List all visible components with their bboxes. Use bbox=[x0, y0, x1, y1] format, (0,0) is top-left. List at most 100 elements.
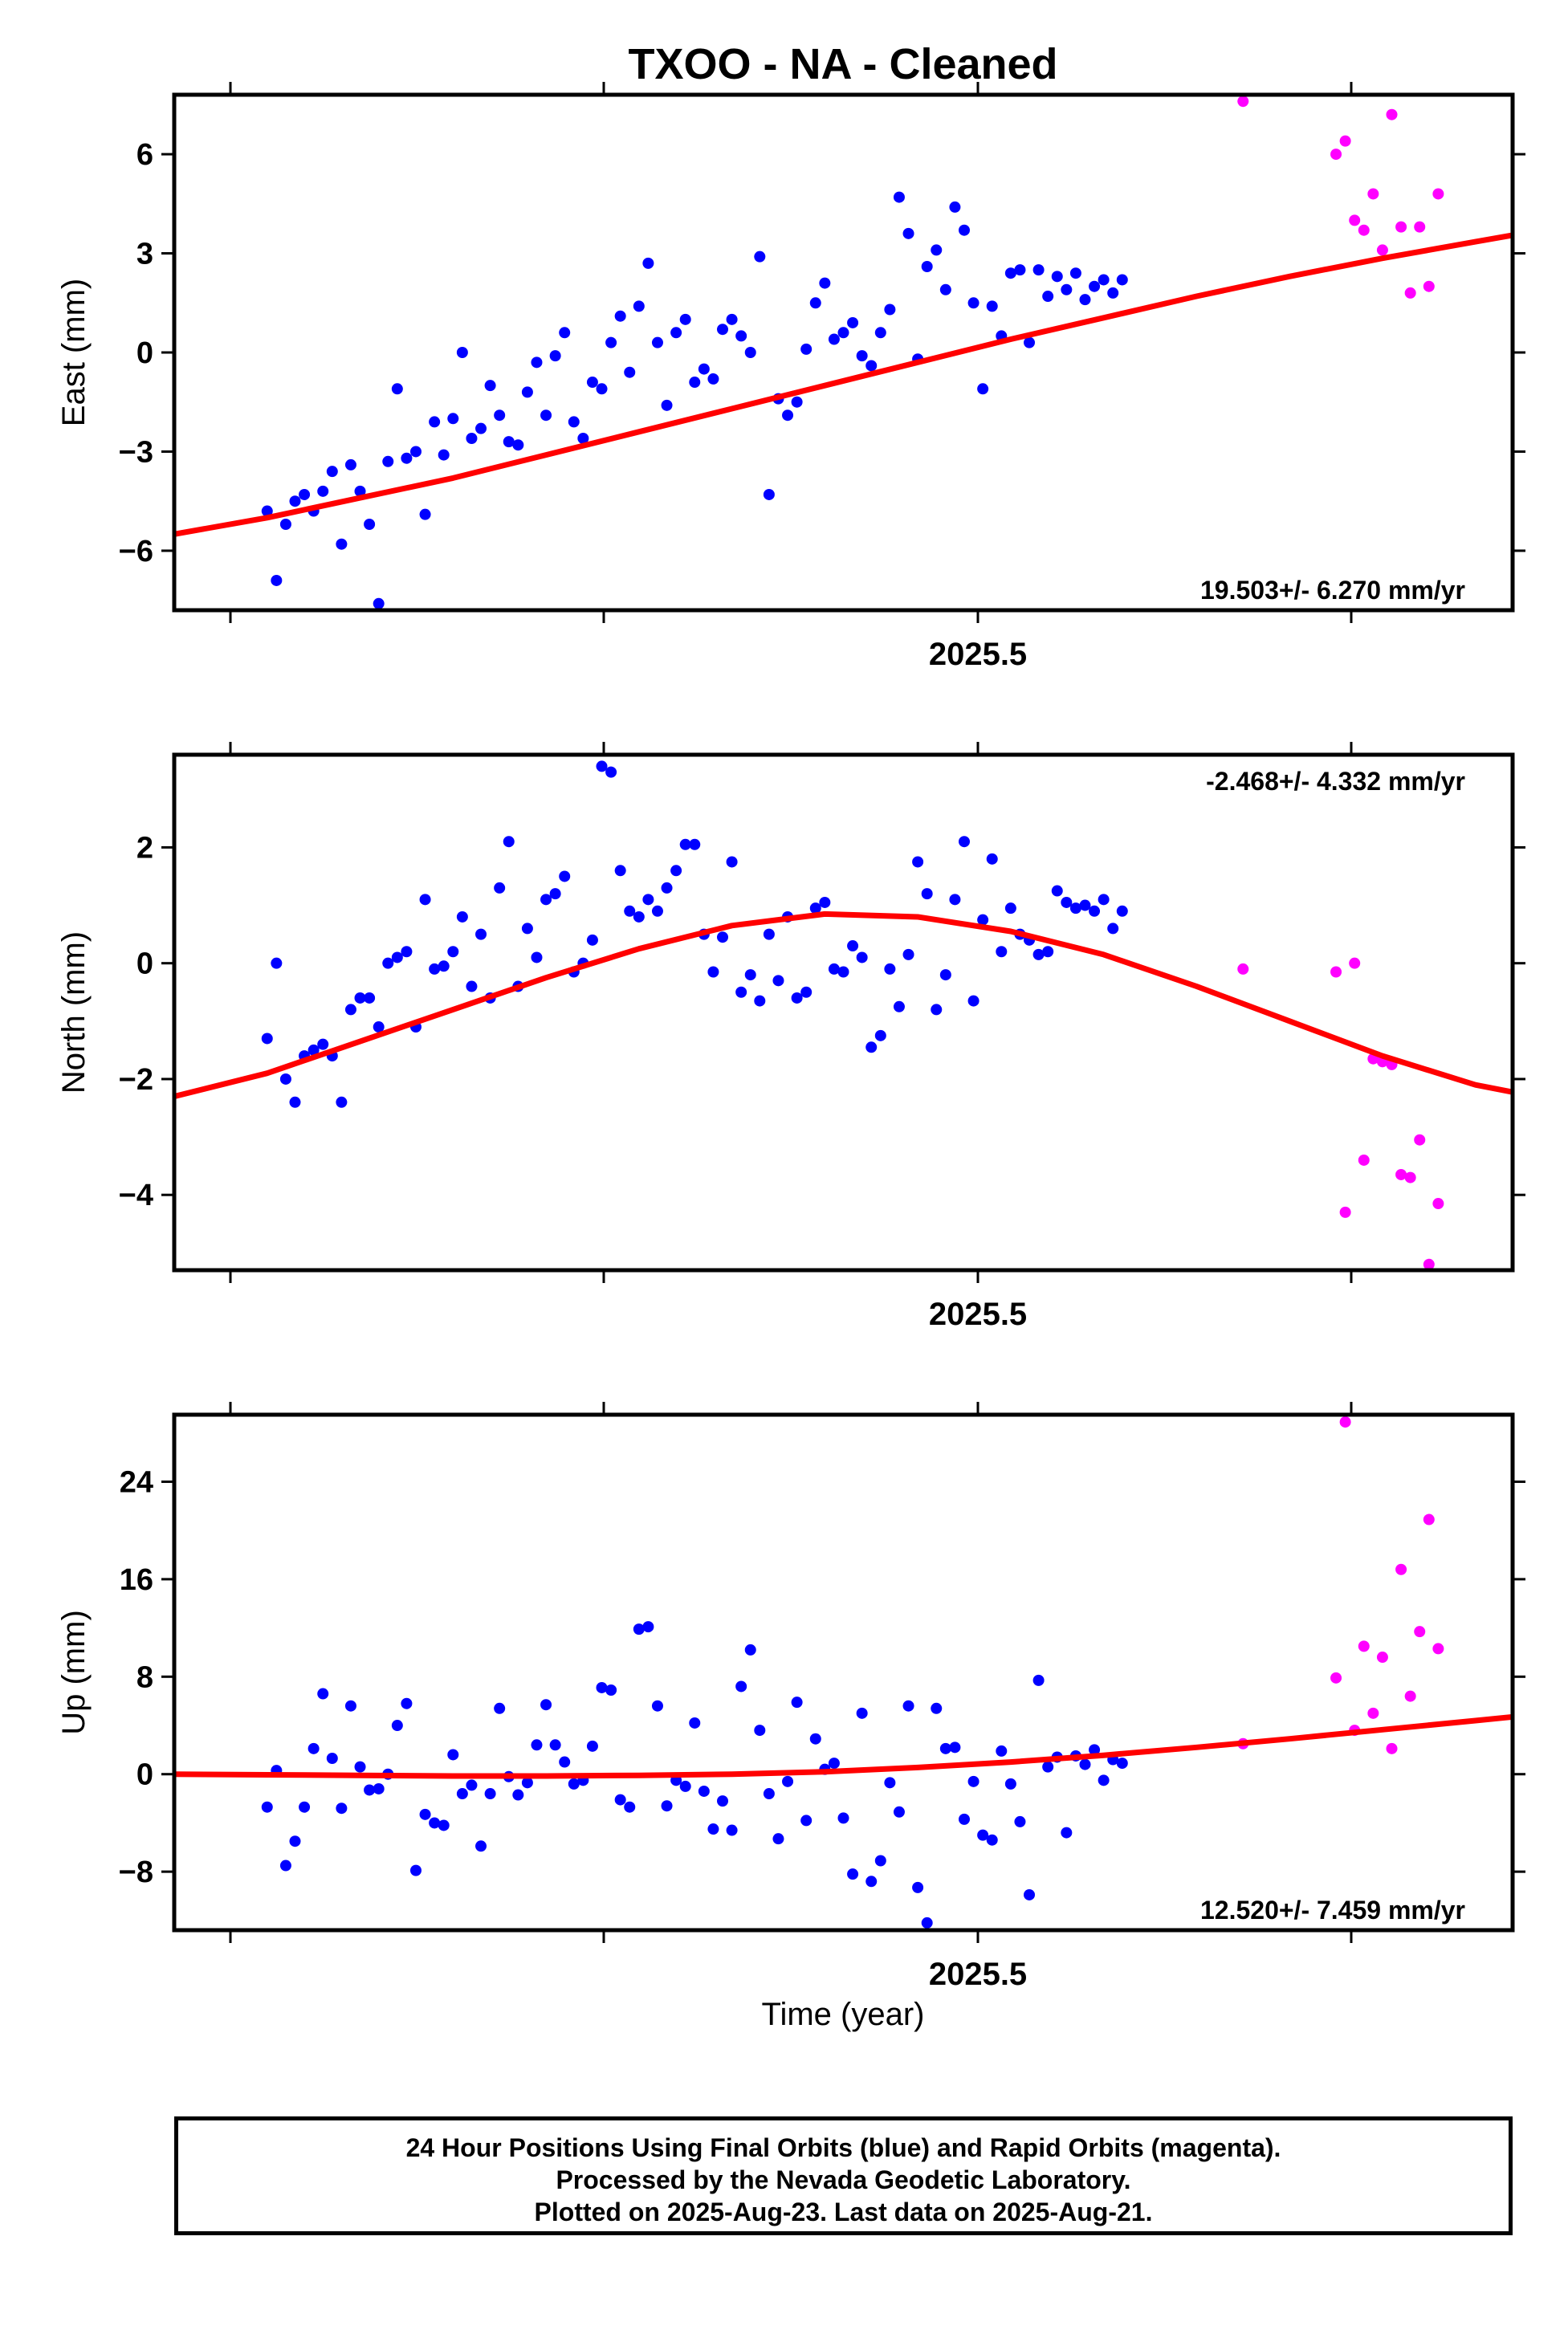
north-final-point bbox=[344, 1004, 356, 1016]
east-final-point bbox=[670, 327, 682, 339]
east-rapid-point bbox=[1404, 287, 1416, 299]
north-rapid-point bbox=[1423, 1258, 1435, 1270]
east-rapid-point bbox=[1423, 280, 1435, 292]
north-final-point bbox=[1069, 902, 1081, 914]
east-final-point bbox=[419, 508, 431, 520]
north-final-point bbox=[642, 894, 654, 906]
north-final-point bbox=[661, 882, 673, 894]
up-fit-line bbox=[174, 1713, 1513, 1779]
north-final-point bbox=[596, 760, 608, 772]
up-final-point bbox=[931, 1702, 943, 1714]
north-final-point bbox=[772, 975, 784, 987]
east-panel: −6 −3 0 3 6 2025.5 East (mm) 19.503+/- 6.270 mm… bbox=[56, 82, 1525, 672]
north-rate-label: -2.468+/- 4.332 mm/yr bbox=[1206, 767, 1465, 796]
up-final-point bbox=[586, 1740, 598, 1752]
up-final-point bbox=[679, 1780, 691, 1792]
east-final-point bbox=[484, 380, 496, 392]
up-final-point bbox=[1098, 1774, 1110, 1786]
plot-title: TXOO - NA - Cleaned bbox=[628, 40, 1057, 88]
up-final-point bbox=[466, 1779, 478, 1791]
east-final-point bbox=[865, 360, 878, 372]
up-final-point bbox=[521, 1777, 533, 1789]
north-final-point bbox=[856, 951, 868, 963]
east-final-point bbox=[874, 327, 886, 339]
up-final-point bbox=[828, 1758, 840, 1770]
up-final-point bbox=[1032, 1674, 1045, 1686]
east-rapid-point bbox=[1386, 108, 1398, 120]
north-final-point bbox=[94, 1120, 105, 1131]
footer-line-plotted: Plotted on 2025-Aug-23. Last data on 202… bbox=[534, 2198, 1153, 2226]
east-final-point bbox=[893, 191, 905, 203]
north-final-point bbox=[679, 838, 691, 850]
east-final-point bbox=[299, 488, 311, 500]
north-final-point bbox=[586, 934, 598, 946]
north-final-point bbox=[279, 1073, 291, 1085]
up-rapid-point bbox=[1432, 1643, 1444, 1655]
north-final-point bbox=[382, 957, 394, 969]
up-final-point bbox=[642, 1621, 654, 1633]
east-final-point bbox=[344, 458, 356, 470]
east-final-point bbox=[1079, 294, 1091, 306]
up-ytick-label: 0 bbox=[136, 1758, 153, 1792]
east-final-point bbox=[689, 377, 701, 389]
east-final-point bbox=[977, 383, 989, 395]
up-xtick-label: 2025.5 bbox=[929, 1957, 1027, 1992]
east-final-point bbox=[401, 452, 413, 464]
east-final-point bbox=[512, 439, 524, 451]
north-ytick-label: −4 bbox=[119, 1179, 153, 1212]
east-rapid-point bbox=[1432, 188, 1444, 200]
east-final-point bbox=[317, 485, 329, 497]
east-final-point bbox=[429, 416, 441, 428]
north-final-point bbox=[624, 905, 636, 917]
up-final-point bbox=[419, 1808, 431, 1820]
footer-line-orbits: 24 Hour Positions Using Final Orbits (bl… bbox=[405, 2133, 1281, 2162]
north-final-point bbox=[1089, 905, 1101, 917]
up-final-point bbox=[299, 1801, 311, 1813]
up-ytick-label: 8 bbox=[136, 1660, 153, 1694]
up-final-point bbox=[409, 1864, 422, 1876]
up-final-point bbox=[540, 1699, 552, 1711]
up-final-point bbox=[893, 1806, 905, 1818]
north-final-point bbox=[336, 1096, 348, 1108]
up-final-point bbox=[772, 1833, 784, 1845]
east-fit-line bbox=[174, 232, 1513, 537]
east-final-point bbox=[1098, 274, 1110, 286]
east-final-point bbox=[624, 366, 636, 378]
east-final-point bbox=[847, 316, 859, 328]
north-final-point bbox=[1079, 899, 1091, 911]
up-final-point bbox=[939, 1742, 951, 1754]
east-final-point bbox=[466, 433, 478, 444]
east-final-point bbox=[902, 227, 914, 239]
north-final-point bbox=[1107, 923, 1119, 935]
north-final-point bbox=[763, 928, 775, 940]
east-final-point bbox=[409, 446, 422, 458]
north-final-point bbox=[494, 882, 506, 894]
east-rate-label: 19.503+/- 6.270 mm/yr bbox=[1200, 576, 1465, 605]
north-final-point bbox=[939, 969, 951, 981]
up-final-point bbox=[317, 1688, 329, 1700]
up-panel: −8 0 8 16 24 2025.5 Up (mm) 12.520+/- 7.459 mm/… bbox=[56, 1402, 1525, 1992]
up-final-point bbox=[661, 1800, 673, 1812]
east-rapid-point bbox=[1330, 149, 1342, 161]
east-final-point bbox=[809, 297, 821, 309]
north-final-point bbox=[744, 969, 756, 981]
up-final-point bbox=[344, 1700, 356, 1712]
east-ytick-label: −6 bbox=[119, 535, 153, 568]
north-ytick-label: −2 bbox=[119, 1063, 153, 1097]
east-final-point bbox=[800, 343, 813, 355]
north-final-point bbox=[670, 865, 682, 877]
east-final-point bbox=[1014, 264, 1026, 276]
east-final-point bbox=[271, 574, 283, 586]
north-final-point bbox=[707, 966, 719, 978]
north-final-point bbox=[1098, 894, 1110, 906]
east-final-point bbox=[289, 495, 301, 507]
north-rapid-point bbox=[1237, 963, 1249, 975]
east-final-point bbox=[559, 327, 571, 339]
up-final-point bbox=[289, 1835, 301, 1847]
east-final-point bbox=[735, 330, 747, 342]
up-final-point bbox=[837, 1812, 849, 1824]
up-final-point bbox=[261, 1801, 273, 1813]
east-final-point bbox=[949, 201, 961, 213]
x-axis-label: Time (year) bbox=[762, 1997, 925, 2032]
north-final-point bbox=[531, 951, 543, 963]
